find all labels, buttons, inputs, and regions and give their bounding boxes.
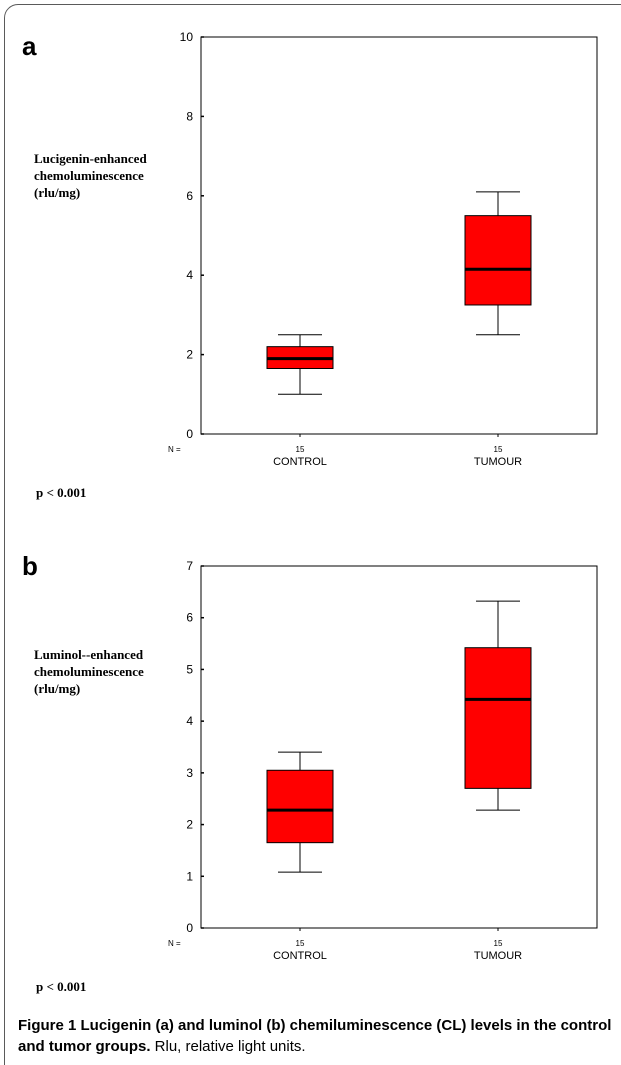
x-tick-label: CONTROL: [273, 456, 327, 468]
y-axis-label: chemoluminescence: [34, 664, 144, 679]
y-axis-label: chemoluminescence: [34, 168, 144, 183]
x-tick-label: TUMOUR: [474, 950, 522, 962]
y-tick-label: 6: [186, 611, 193, 625]
n-value: 15: [494, 445, 503, 454]
box-tumour: [464, 647, 532, 789]
y-tick-label: 0: [186, 427, 193, 441]
y-tick-label: 6: [186, 189, 193, 203]
x-tick-label: CONTROL: [273, 950, 327, 962]
n-value: 15: [296, 445, 305, 454]
y-axis-label: Lucigenin-enhanced: [34, 151, 147, 166]
y-tick-label: 2: [186, 818, 193, 832]
box-tumour: [464, 215, 532, 306]
y-tick-label: 10: [180, 30, 194, 44]
y-axis-label: (rlu/mg): [34, 185, 80, 200]
y-tick-label: 7: [186, 559, 193, 573]
caption-bold: Figure 1 Lucigenin (a) and luminol (b) c…: [18, 1017, 612, 1055]
p-value-annotation: p < 0.001: [36, 485, 86, 500]
p-value-annotation: p < 0.001: [36, 979, 86, 994]
y-tick-label: 5: [186, 662, 193, 676]
y-tick-label: 3: [186, 766, 193, 780]
panel-label: b: [22, 551, 38, 581]
box-control: [266, 769, 334, 844]
figure-frame: [4, 4, 621, 1065]
y-tick-label: 4: [186, 714, 193, 728]
y-tick-label: 2: [186, 348, 193, 362]
plot-frame: [200, 36, 598, 435]
y-tick-label: 8: [186, 109, 193, 123]
y-axis-label: (rlu/mg): [34, 681, 80, 696]
panel-label: a: [22, 31, 37, 61]
n-value: 15: [494, 939, 503, 948]
figure-caption: Figure 1 Lucigenin (a) and luminol (b) c…: [18, 1015, 618, 1057]
plot-frame: [200, 565, 598, 929]
y-tick-label: 1: [186, 869, 193, 883]
y-tick-label: 4: [186, 268, 193, 282]
n-label: N =: [168, 445, 181, 454]
n-label: N =: [168, 939, 181, 948]
x-tick-label: TUMOUR: [474, 456, 522, 468]
y-axis-label: Luminol--enhanced: [34, 647, 144, 662]
caption-normal: Rlu, relative light units.: [150, 1038, 306, 1055]
n-value: 15: [296, 939, 305, 948]
y-tick-label: 0: [186, 921, 193, 935]
